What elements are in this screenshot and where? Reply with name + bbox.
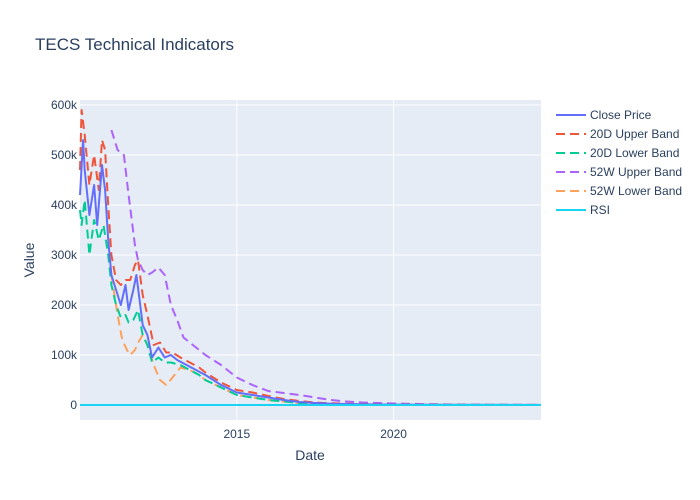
legend-label: 52W Upper Band: [590, 165, 682, 179]
series-line-52w-upper-band: [110, 129, 542, 406]
legend-label: 52W Lower Band: [590, 184, 682, 198]
series-line-52w-lower-band: [110, 274, 541, 406]
y-tick-label: 0: [70, 398, 77, 412]
series-layer: [79, 109, 542, 406]
y-axis-ticks: 0 100k 200k 300k 400k 500k 600k: [51, 98, 78, 412]
chart-title: TECS Technical Indicators: [35, 35, 234, 54]
x-axis-ticks: 2015 2020: [223, 427, 407, 441]
legend-label: Close Price: [590, 108, 652, 122]
x-axis-title: Date: [295, 447, 325, 463]
legend-label: 20D Lower Band: [590, 146, 679, 160]
x-tick-label: 2015: [223, 427, 250, 441]
y-axis-title: Value: [21, 242, 37, 277]
legend-label: RSI: [590, 203, 610, 217]
x-tick-label: 2020: [380, 427, 407, 441]
plot-area: [80, 100, 541, 420]
y-tick-label: 100k: [51, 348, 78, 362]
y-tick-label: 300k: [51, 248, 78, 262]
legend: Close Price 20D Upper Band 20D Lower Band 5…: [556, 108, 682, 217]
y-tick-label: 500k: [51, 148, 78, 162]
y-tick-label: 400k: [51, 198, 78, 212]
y-tick-label: 600k: [51, 98, 78, 112]
legend-label: 20D Upper Band: [590, 127, 679, 141]
series-line-close-price: [79, 139, 541, 406]
grid-lines: [80, 100, 541, 420]
y-tick-label: 200k: [51, 298, 78, 312]
